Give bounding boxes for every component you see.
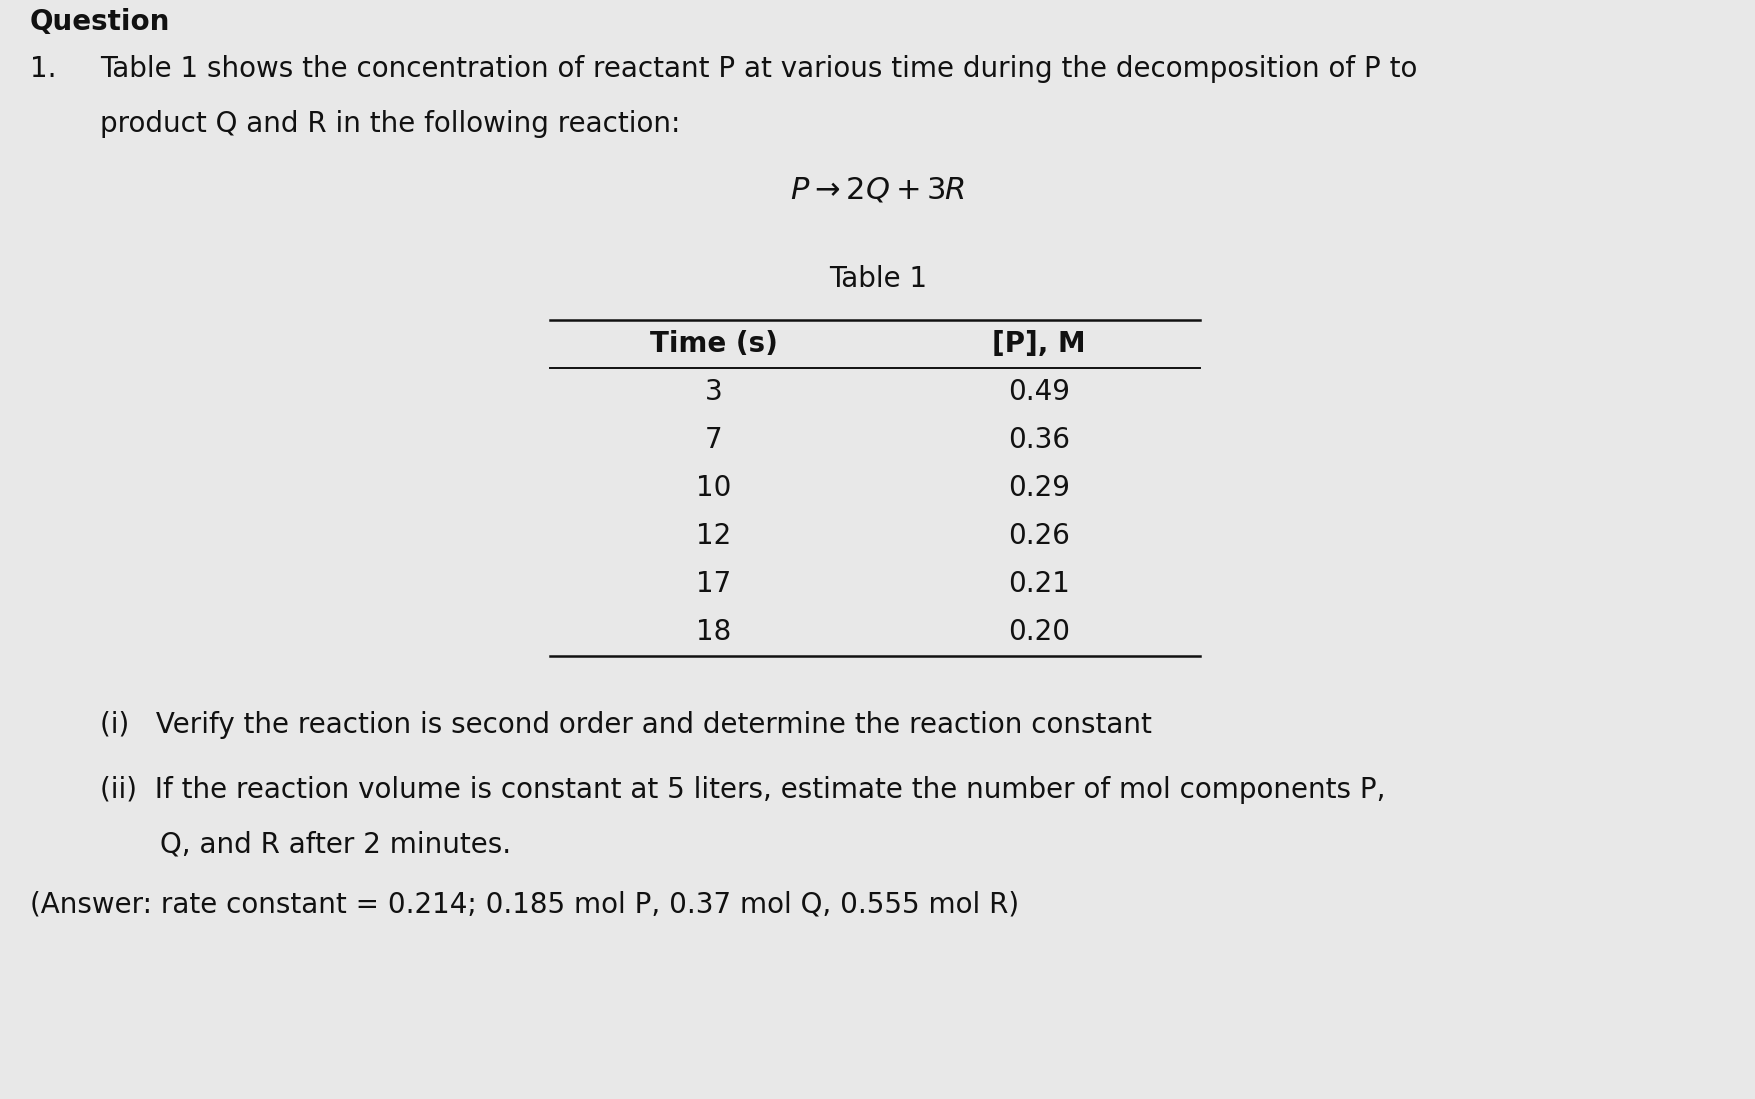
Text: Time (s): Time (s): [649, 330, 777, 358]
Text: (i)   Verify the reaction is second order and determine the reaction constant: (i) Verify the reaction is second order …: [100, 711, 1151, 739]
Text: 12: 12: [697, 522, 732, 550]
Text: (ii)  If the reaction volume is constant at 5 liters, estimate the number of mol: (ii) If the reaction volume is constant …: [100, 776, 1385, 804]
Text: $P \rightarrow 2Q + 3R$: $P \rightarrow 2Q + 3R$: [790, 175, 965, 204]
Text: 1.: 1.: [30, 55, 56, 84]
Text: 10: 10: [697, 474, 732, 502]
Text: 0.26: 0.26: [1007, 522, 1069, 550]
Text: [P], M: [P], M: [992, 330, 1085, 358]
Text: 17: 17: [697, 570, 732, 598]
Text: Question: Question: [30, 8, 170, 36]
Text: 3: 3: [706, 378, 723, 406]
Text: (Answer: rate constant = 0.214; 0.185 mol P, 0.37 mol Q, 0.555 mol R): (Answer: rate constant = 0.214; 0.185 mo…: [30, 891, 1018, 919]
Text: 18: 18: [697, 618, 732, 646]
Text: product Q and R in the following reaction:: product Q and R in the following reactio…: [100, 110, 679, 138]
Text: Table 1: Table 1: [828, 265, 927, 293]
Text: Q, and R after 2 minutes.: Q, and R after 2 minutes.: [160, 831, 511, 859]
Text: Table 1 shows the concentration of reactant P at various time during the decompo: Table 1 shows the concentration of react…: [100, 55, 1416, 84]
Text: 0.20: 0.20: [1007, 618, 1069, 646]
Text: 0.21: 0.21: [1007, 570, 1069, 598]
Text: 0.49: 0.49: [1007, 378, 1069, 406]
Text: 0.36: 0.36: [1007, 426, 1069, 454]
Text: 0.29: 0.29: [1007, 474, 1069, 502]
Text: 7: 7: [706, 426, 723, 454]
